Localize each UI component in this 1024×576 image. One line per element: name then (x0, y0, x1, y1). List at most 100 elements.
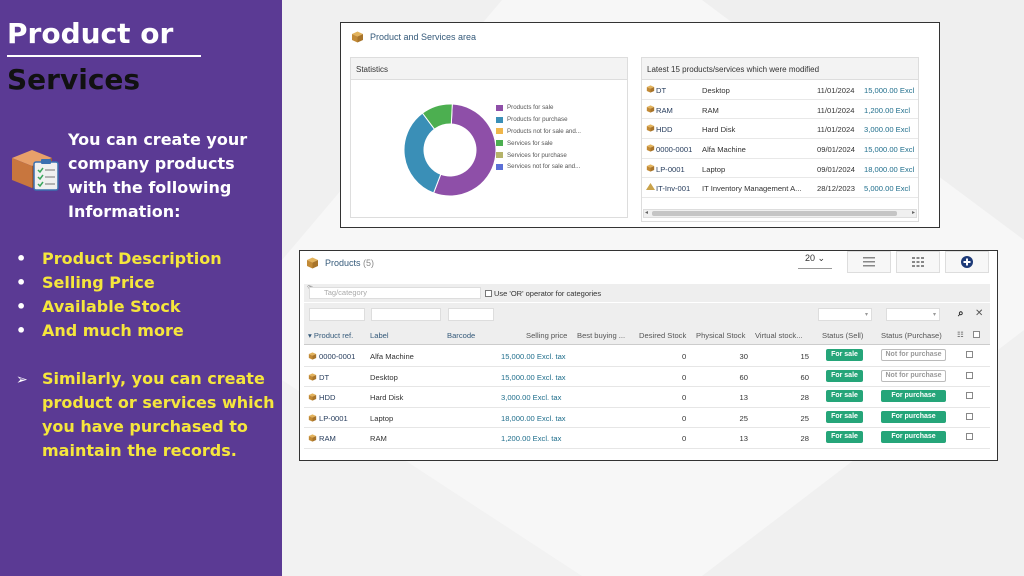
latest-label: Alfa Machine (702, 145, 746, 155)
filter-label-input[interactable] (371, 308, 441, 321)
filter-barcode-input[interactable] (448, 308, 494, 321)
column-header-status-purchase[interactable]: Status (Purchase) (881, 331, 942, 340)
row-checkbox[interactable] (966, 351, 973, 358)
filter-status-purchase-select[interactable]: ▾ (886, 308, 940, 321)
latest-row[interactable]: DT Desktop 11/01/2024 15,000.00 Excl (642, 80, 918, 100)
latest-date: 11/01/2024 (817, 105, 855, 115)
statistics-panel: Statistics Products for sale Products fo… (350, 57, 628, 218)
horizontal-scrollbar[interactable]: ◂ ▸ (643, 209, 917, 218)
or-operator-checkbox[interactable]: Use 'OR' operator for categories (485, 289, 601, 298)
title-divider (7, 55, 201, 57)
product-ref-link[interactable]: HDD (319, 393, 336, 402)
column-header-selling-price[interactable]: Selling price (526, 331, 568, 340)
legend-item: Services for purchase (496, 149, 581, 161)
latest-price: 3,000.00 Excl (864, 125, 911, 135)
products-screenshot: Products (5) 20 ⌄ 🏷 Tag/category Use 'OR… (299, 250, 998, 461)
donut-slice[interactable] (432, 103, 497, 197)
grid-view-button[interactable] (896, 251, 940, 273)
clear-filter-icon[interactable]: ✕ (975, 308, 984, 319)
legend-item: Services for sale (496, 137, 581, 149)
table-row[interactable]: HDD Hard Disk 3,000.00 Excl. tax 0 13 28 For s… (304, 387, 990, 408)
product-ref-link[interactable]: 0000-0001 (319, 352, 356, 361)
latest-date: 09/01/2024 (817, 164, 856, 174)
dashboard-screenshot: Product and Services area Statistics Pro… (340, 22, 940, 228)
row-checkbox[interactable] (966, 412, 973, 420)
product-price: 18,000.00 Excl. tax (501, 413, 566, 423)
latest-row[interactable]: LP-0001 Laptop 09/01/2024 18,000.00 Excl (642, 159, 918, 179)
desired-stock: 0 (682, 434, 687, 443)
package-icon (646, 85, 655, 93)
row-checkbox[interactable] (966, 392, 973, 399)
table-header: ▾ Product ref. Label Barcode Selling pri… (304, 325, 990, 345)
plus-circle-icon (961, 256, 973, 268)
latest-label: Laptop (702, 164, 726, 174)
virtual-stock: 15 (800, 352, 809, 361)
statistics-header: Statistics (351, 58, 627, 80)
tag-category-input[interactable]: Tag/category (309, 287, 481, 299)
latest-ref[interactable]: 0000-0001 (656, 145, 693, 155)
checkbox[interactable] (485, 290, 492, 297)
donut-slice[interactable] (421, 103, 453, 130)
desired-stock: 0 (682, 393, 687, 402)
virtual-stock: 25 (800, 413, 809, 423)
box-clipboard-icon (12, 150, 59, 191)
product-ref-link[interactable]: LP-0001 (319, 413, 348, 423)
scroll-left-icon[interactable]: ◂ (645, 210, 649, 216)
product-label: Alfa Machine (370, 352, 414, 361)
column-header-label[interactable]: Label (370, 331, 389, 340)
physical-stock: 30 (739, 352, 748, 361)
latest-ref[interactable]: RAM (656, 105, 673, 115)
status-purchase-badge: For purchase (881, 390, 946, 402)
latest-ref[interactable]: IT-Inv-001 (656, 184, 691, 194)
virtual-stock: 28 (800, 393, 809, 402)
column-header-virtual-stock[interactable]: Virtual stock... (755, 331, 803, 340)
table-row[interactable]: 0000-0001 Alfa Machine 15,000.00 Excl. tax… (304, 346, 990, 367)
package-icon (308, 393, 317, 401)
latest-row[interactable]: 0000-0001 Alfa Machine 09/01/2024 15,000.00… (642, 139, 918, 159)
add-product-button[interactable] (945, 251, 989, 273)
status-sell-badge: For sale (826, 410, 863, 423)
status-sell-badge: For sale (826, 431, 863, 443)
column-header-ref[interactable]: ▾ Product ref. (308, 331, 354, 340)
list-view-button[interactable] (847, 251, 891, 273)
bullet-item: • Product Description (16, 249, 222, 268)
latest-ref[interactable]: HDD (656, 125, 673, 135)
column-selector-icon[interactable]: ☷ (957, 330, 964, 339)
latest-label: IT Inventory Management A... (702, 184, 802, 194)
column-header-physical-stock[interactable]: Physical Stock (696, 331, 746, 340)
latest-row[interactable]: HDD Hard Disk 11/01/2024 3,000.00 Excl (642, 119, 918, 140)
product-label: RAM (370, 434, 387, 443)
scrollbar-thumb[interactable] (652, 211, 897, 216)
latest-row[interactable]: IT-Inv-001 IT Inventory Management A... 28… (642, 178, 918, 199)
product-ref-link[interactable]: RAM (319, 434, 336, 443)
package-icon (352, 31, 363, 43)
select-all-checkbox[interactable] (973, 331, 980, 338)
filter-ref-input[interactable] (309, 308, 365, 321)
row-checkbox[interactable] (966, 371, 973, 379)
latest-price: 5,000.00 Excl (864, 184, 911, 194)
latest-price: 15,000.00 Excl (864, 86, 915, 95)
table-row[interactable]: DT Desktop 15,000.00 Excl. tax 0 60 60 For sal… (304, 367, 990, 387)
filter-status-sell-select[interactable]: ▾ (818, 308, 872, 321)
package-icon (308, 352, 317, 360)
search-icon[interactable]: ⌕ (958, 308, 964, 319)
scroll-right-icon[interactable]: ▸ (911, 210, 915, 216)
column-header-status-sell[interactable]: Status (Sell) (822, 331, 864, 340)
latest-date: 11/01/2024 (817, 86, 855, 95)
desired-stock: 0 (682, 352, 687, 361)
table-row[interactable]: RAM RAM 1,200.00 Excl. tax 0 13 28 For sale For… (304, 428, 990, 449)
package-icon (308, 372, 317, 381)
latest-ref[interactable]: DT (656, 86, 667, 95)
row-checkbox[interactable] (966, 433, 973, 440)
latest-row[interactable]: RAM RAM 11/01/2024 1,200.00 Excl (642, 100, 918, 120)
status-sell-badge: For sale (826, 369, 863, 382)
product-ref-link[interactable]: DT (319, 372, 330, 382)
column-header-desired-stock[interactable]: Desired Stock (639, 331, 687, 340)
per-page-select[interactable]: 20 ⌄ (798, 253, 832, 269)
column-header-barcode[interactable]: Barcode (447, 331, 476, 340)
arrow-bullet-icon: ➢ (16, 371, 28, 387)
latest-ref[interactable]: LP-0001 (656, 164, 685, 174)
column-header-best-buying[interactable]: Best buying ... (577, 331, 626, 340)
feature-bullets: • Product Description • Selling Price • Ava… (16, 247, 222, 343)
table-row[interactable]: LP-0001 Laptop 18,000.00 Excl. tax 0 25 25 For… (304, 408, 990, 428)
